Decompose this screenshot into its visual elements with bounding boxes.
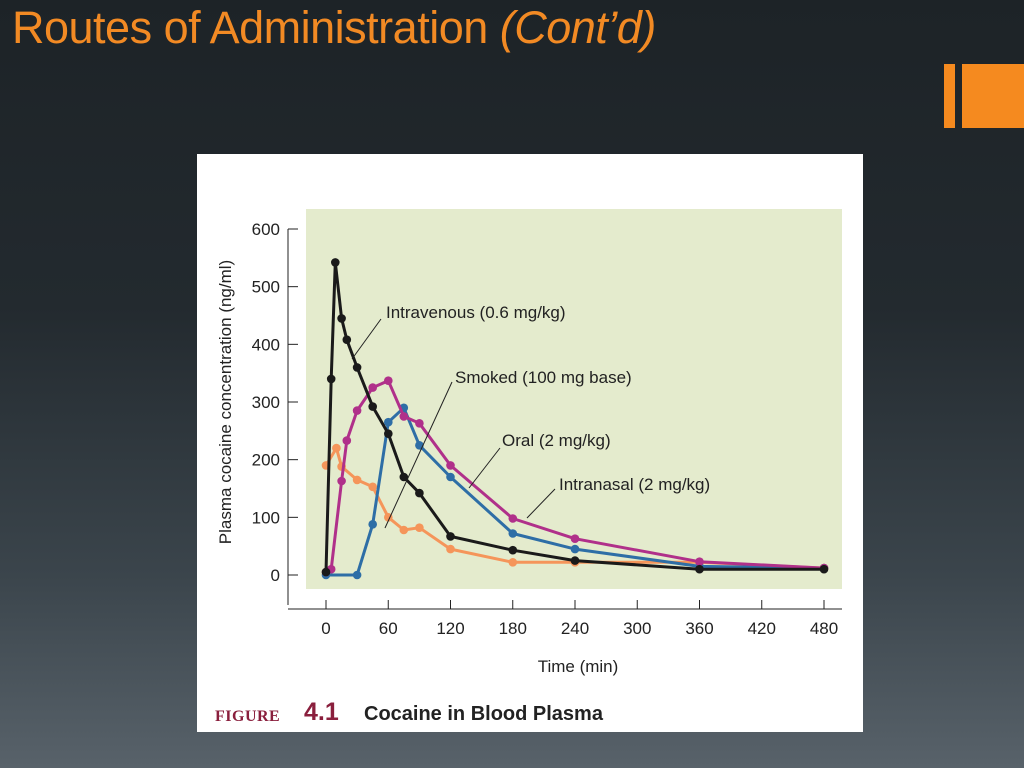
data-point-intravenous <box>321 567 331 577</box>
annotation-leader-intravenous <box>351 318 382 360</box>
data-point-intranasal <box>399 412 409 421</box>
data-point-intranasal <box>368 383 377 392</box>
annotation-oral: Oral (2 mg/kg) <box>502 431 611 450</box>
x-tick-label: 420 <box>748 619 776 638</box>
accent-bar-thick <box>944 64 955 128</box>
x-tick-label: 360 <box>685 619 713 638</box>
y-tick-label: 600 <box>252 220 280 239</box>
slide-title-main: Routes of Administration <box>12 2 488 53</box>
x-tick-label: 480 <box>810 619 838 638</box>
y-axis-label: Plasma cocaine concentration (ng/ml) <box>216 260 235 544</box>
figure-label-number: 4.1 <box>304 698 339 726</box>
x-tick-label: 300 <box>623 619 651 638</box>
data-point-oral <box>570 544 580 554</box>
y-tick-label: 0 <box>271 566 280 585</box>
data-point-intranasal <box>337 476 346 486</box>
data-point-oral <box>352 570 362 580</box>
tick-labels: 0 100 200 300 400 500 600 0 60 120 180 240 300 360 420… <box>252 220 839 638</box>
data-point-intranasal <box>352 406 362 415</box>
annotation-leader-smoked <box>384 381 453 529</box>
data-point-intranasal <box>446 461 455 470</box>
data-point-smoked <box>368 482 377 492</box>
x-tick-label: 0 <box>321 619 330 638</box>
data-point-smoked <box>332 443 341 453</box>
figure-caption-text: Cocaine in Blood Plasma <box>364 703 604 725</box>
data-point-intravenous <box>337 314 346 323</box>
x-axis-label: Time (min) <box>538 657 619 676</box>
data-point-intravenous <box>331 258 340 267</box>
data-point-intranasal <box>384 376 393 385</box>
annotation-leader-intranasal <box>526 488 556 519</box>
data-point-intravenous <box>342 335 352 344</box>
axes <box>287 228 842 610</box>
x-tick-label: 240 <box>561 619 589 638</box>
plot-background <box>306 209 842 589</box>
annotation-intranasal: Intranasal (2 mg/kg) <box>559 475 710 494</box>
data-point-smoked <box>415 523 424 532</box>
data-point-intranasal <box>570 534 580 543</box>
figure-label-word: FIGURE <box>215 708 280 725</box>
data-point-oral <box>368 520 377 529</box>
x-tick-label: 180 <box>499 619 527 638</box>
data-point-smoked <box>399 525 409 535</box>
series-line-intranasal <box>325 379 825 574</box>
data-point-intravenous <box>368 402 377 411</box>
series-intravenous <box>321 258 829 577</box>
data-point-intravenous <box>352 363 362 372</box>
y-tick-label: 400 <box>252 335 280 354</box>
slide-title: Routes of Administration (Cont’d) <box>12 2 656 54</box>
figure-panel: 0 100 200 300 400 500 600 0 60 120 180 240 300 360 420… <box>197 154 863 732</box>
data-point-intranasal <box>695 557 704 566</box>
data-point-intravenous <box>446 532 455 541</box>
annotations: Intravenous (0.6 mg/kg) Smoked (100 mg b… <box>351 303 710 529</box>
data-point-smoked <box>352 475 362 485</box>
data-point-intravenous <box>326 374 336 384</box>
data-point-intravenous <box>384 429 393 439</box>
data-point-oral <box>508 529 518 538</box>
data-point-smoked <box>508 558 518 567</box>
accent-bar-block <box>962 64 1024 128</box>
data-point-oral <box>384 417 393 427</box>
data-point-intravenous <box>819 564 829 574</box>
series-intranasal <box>321 376 829 577</box>
data-point-intravenous <box>508 545 518 555</box>
slide-title-italic: (Cont’d) <box>499 2 657 53</box>
data-point-intravenous <box>570 556 580 565</box>
data-point-intravenous <box>399 472 409 482</box>
y-tick-label: 200 <box>252 451 280 470</box>
data-point-intravenous <box>695 564 704 574</box>
annotation-smoked: Smoked (100 mg base) <box>455 368 632 387</box>
y-tick-label: 300 <box>252 393 280 412</box>
data-series <box>321 258 829 580</box>
figure-caption: FIGURE 4.1 Cocaine in Blood Plasma <box>215 698 604 726</box>
y-tick-label: 100 <box>252 508 280 527</box>
x-tick-label: 120 <box>436 619 464 638</box>
data-point-intranasal <box>508 514 518 523</box>
cocaine-plasma-chart: 0 100 200 300 400 500 600 0 60 120 180 240 300 360 420… <box>215 209 842 726</box>
data-point-intravenous <box>415 488 424 498</box>
y-tick-label: 500 <box>252 278 280 297</box>
data-point-intranasal <box>342 436 352 445</box>
x-tick-label: 60 <box>379 619 398 638</box>
annotation-leader-oral <box>468 447 501 489</box>
data-point-smoked <box>446 544 455 554</box>
data-point-intranasal <box>415 419 424 428</box>
data-point-oral <box>446 472 455 482</box>
annotation-intravenous: Intravenous (0.6 mg/kg) <box>386 303 566 322</box>
